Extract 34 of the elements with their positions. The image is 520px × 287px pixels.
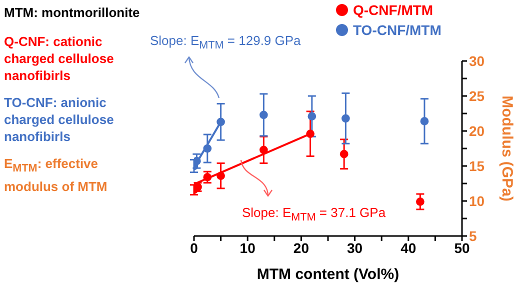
point [342,114,350,123]
point [259,146,268,154]
x-tick-label: 10 [240,240,256,256]
annotation: Slope: E$_{MTM}$ = 37.1 GPa [242,205,386,224]
x-tick-label: 40 [400,240,416,256]
y-tick-label: 5 [469,228,477,244]
point [203,173,212,182]
point [306,130,314,138]
legend-label: TO-CNF/MTM [353,22,442,38]
text: TO-CNF: anionic charged cellulose nanofibirls [4,94,115,145]
point [420,117,429,126]
x-tick-label: 20 [293,240,310,256]
x-tick-label: 30 [347,240,363,256]
text: Slope: E$_{MTM}$ = 129.9 GPa [150,33,301,52]
y-tick-label: 25 [469,88,485,104]
y-axis-title: Modulus (GPa) [498,96,516,202]
y-tick-label: 15 [469,158,485,174]
y-tick-label: 30 [469,52,485,69]
text: E$_{MTM}$: effective modulus of MTM [4,155,108,195]
point [216,172,225,180]
legend-label: Q-CNF/MTM [353,2,434,18]
x-axis-title: MTM content (Vol%) [256,266,400,283]
y-tick-label: 20 [469,122,485,139]
x-tick-label: 0 [190,240,198,256]
point [203,144,212,153]
point [216,118,225,126]
y-tick-label: 10 [469,192,485,209]
point [340,150,348,158]
point [259,110,268,120]
text: MTM: montmorillonite [4,4,141,21]
text: Q-CNF: cationic charged cellulose nanofibirls [4,33,115,84]
point [416,198,424,206]
point [308,112,316,120]
x-tick-label: 50 [454,240,470,256]
